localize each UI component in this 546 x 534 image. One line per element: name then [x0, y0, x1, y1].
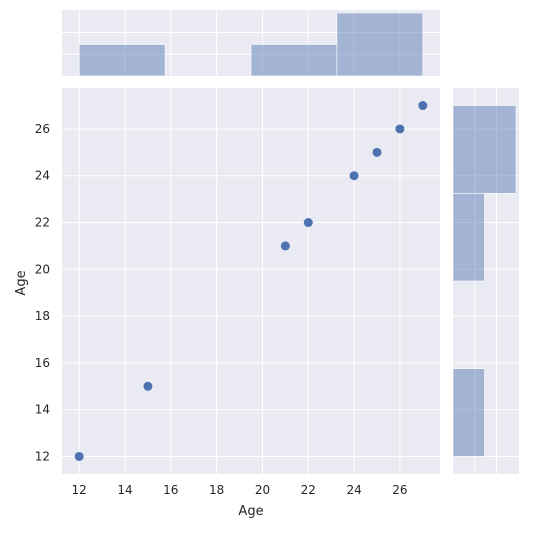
top-marginal-histogram: [62, 10, 440, 77]
scatter-point: [74, 451, 84, 461]
scatter-point: [418, 101, 428, 111]
right-histogram-bar: [452, 192, 485, 282]
scatter-panel: 12 14 16 18 20 22 24 26 12 14 16 18 20 22 24 26: [35, 88, 440, 497]
top-histogram-bar: [250, 44, 338, 77]
x-tick-label: 22: [301, 483, 316, 497]
y-tick-label: 26: [35, 122, 50, 136]
scatter-point: [280, 241, 290, 251]
top-histogram-bar: [78, 44, 166, 77]
scatter-point: [303, 218, 313, 228]
top-histogram-bar: [336, 12, 424, 77]
y-tick-label: 24: [35, 169, 50, 183]
scatter-grid: [62, 88, 440, 474]
y-tick-label: 12: [35, 449, 50, 463]
right-histogram-bar: [452, 105, 517, 194]
scatter-point: [349, 171, 359, 181]
y-tick-label: 20: [35, 262, 50, 276]
x-tick-label: 16: [163, 483, 178, 497]
x-tick-label: 24: [346, 483, 361, 497]
scatter-point: [395, 124, 405, 134]
x-tick-label: 18: [209, 483, 224, 497]
scatter-point: [143, 381, 153, 391]
x-tick-label: 20: [255, 483, 270, 497]
x-tick-label: 26: [392, 483, 407, 497]
x-tick-label: 14: [117, 483, 132, 497]
y-tick-label: 18: [35, 309, 50, 323]
y-tick-label: 16: [35, 356, 50, 370]
y-tick-label: 14: [35, 403, 50, 417]
x-axis-label: Age: [238, 504, 263, 519]
scatter-background: [62, 88, 440, 474]
y-tick-label: 22: [35, 216, 50, 230]
right-histogram-bar: [452, 368, 485, 457]
x-tick-label: 12: [72, 483, 87, 497]
right-marginal-histogram: [452, 88, 519, 474]
y-axis-label: Age: [14, 270, 29, 295]
scatter-point: [372, 147, 382, 157]
